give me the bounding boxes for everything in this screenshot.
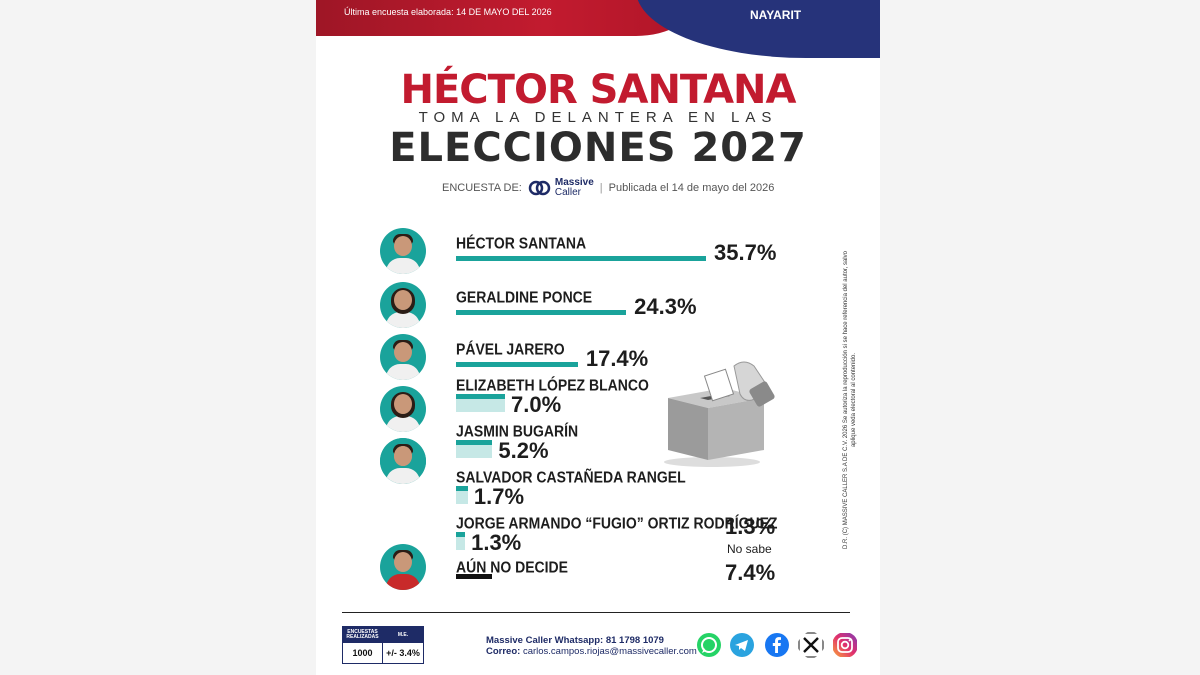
byline-label: ENCUESTA DE: (442, 182, 522, 194)
survey-stats-table: ENCUESTAS REALIZADAS M.E. 1000 +/- 3.4% (342, 626, 424, 664)
bar-elizabeth-lopez-blanco (456, 394, 506, 412)
facebook-icon[interactable] (764, 632, 790, 658)
headline-election: ELECCIONES 2027 (389, 125, 807, 171)
candidate-name: JORGE ARMANDO “FUGIO” ORTIZ RODRÍGUEZ (456, 514, 778, 532)
bar-aun-no-decide (456, 574, 492, 579)
candidate-row-aun-no-decide: AÚN NO DECIDE (316, 544, 880, 604)
candidate-row-elizabeth-lopez-blanco: ELIZABETH LÓPEZ BLANCO 7.0% (316, 376, 880, 432)
candidate-photo-geraldine-ponce (380, 282, 426, 328)
state-label: NAYARIT (750, 8, 802, 22)
table-value-surveys: 1000 (343, 643, 383, 663)
value-label-jorge-armando-ortiz: 1.3% (471, 530, 522, 555)
headline-subtitle: TOMA LA DELANTERA EN LAS (418, 109, 778, 126)
candidate-photo-elizabeth-lopez-blanco (380, 386, 426, 432)
candidate-row-hector-santana: HÉCTOR SANTANA 35.7% (316, 228, 880, 274)
whatsapp-icon[interactable] (696, 632, 722, 658)
bar-pavel-jarero (456, 362, 578, 367)
candidate-name: SALVADOR CASTAÑEDA RANGEL (456, 468, 686, 486)
candidate-name: ELIZABETH LÓPEZ BLANCO (456, 376, 649, 394)
brand-line1: Massive (554, 177, 594, 188)
massive-caller-logo-icon (528, 180, 552, 196)
brand-line2: Caller (554, 187, 581, 198)
value-label-geraldine-ponce: 24.3% (634, 294, 697, 319)
value-label-pavel-jarero: 17.4% (585, 346, 649, 371)
bar-jorge-armando-ortiz (456, 532, 466, 550)
bar-salvador-castaneda-rangel (456, 486, 468, 504)
candidate-name: GERALDINE PONCE (456, 288, 593, 306)
value-label-salvador-castaneda-rangel: 1.7% (473, 484, 525, 509)
x-icon[interactable] (798, 632, 824, 658)
candidate-name: JASMIN BUGARÍN (456, 422, 579, 440)
email-contact: Correo: carlos.campos.riojas@massivecall… (486, 646, 697, 657)
undecided-value: 7.4% (725, 560, 776, 585)
no-sabe-label: No sabe (727, 542, 772, 556)
ballot-box-icon (664, 361, 775, 467)
published-date: Publicada el 14 de mayo del 2026 (608, 182, 775, 194)
last-survey-note: Última encuesta elaborada: 14 DE MAYO DE… (344, 7, 552, 17)
candidate-row-geraldine-ponce: GERALDINE PONCE 24.3% (316, 282, 880, 328)
whatsapp-contact: Massive Caller Whatsapp: 81 1798 1079 (486, 635, 664, 646)
candidate-row-jorge-armando-ortiz: JORGE ARMANDO “FUGIO” ORTIZ RODRÍGUEZ 1.3… (316, 514, 880, 560)
candidate-photo-hector-santana (380, 228, 426, 274)
value-label-elizabeth-lopez-blanco: 7.0% (511, 392, 562, 417)
no-sabe-value: 1.3% (725, 514, 776, 539)
value-label-jasmin-bugarin: 5.2% (498, 438, 549, 463)
candidate-row-salvador-castaneda-rangel: SALVADOR CASTAÑEDA RANGEL 1.7% (316, 438, 880, 514)
table-value-margin: +/- 3.4% (386, 648, 420, 658)
bar-geraldine-ponce (456, 310, 627, 315)
header-red-band (316, 0, 696, 36)
massive-caller-logo: Massive Caller (528, 178, 594, 198)
bar-hector-santana (456, 256, 706, 261)
table-header-margin: M.E. (397, 631, 409, 638)
value-label-hector-santana: 35.7% (714, 240, 777, 265)
table-header-surveys: ENCUESTAS REALIZADAS (343, 627, 383, 643)
headline-name: HÉCTOR SANTANA (400, 67, 797, 113)
bar-jasmin-bugarin (456, 440, 493, 458)
poster-card: Última encuesta elaborada: 14 DE MAYO DE… (316, 0, 880, 675)
byline-separator: | (599, 182, 603, 194)
footer-divider (342, 612, 850, 613)
candidate-name: AÚN NO DECIDE (456, 558, 569, 576)
candidate-name: HÉCTOR SANTANA (456, 234, 587, 252)
byline: ENCUESTA DE: Massive Caller | Publicada … (442, 178, 774, 198)
telegram-icon[interactable] (729, 632, 755, 658)
email-label: Correo: (486, 646, 521, 657)
candidate-photo-pavel-jarero (380, 334, 426, 380)
candidate-row-pavel-jarero: PÁVEL JARERO 17.4% (316, 334, 880, 380)
copyright-disclaimer: D.R. (C) MASSIVE CALLER S.A DE C.V. 2026… (843, 251, 857, 549)
candidate-name: PÁVEL JARERO (456, 340, 565, 358)
candidate-photo-aun-no-decide (380, 544, 426, 590)
email-address[interactable]: carlos.campos.riojas@massivecaller.com (522, 646, 697, 657)
instagram-icon[interactable] (832, 632, 858, 658)
